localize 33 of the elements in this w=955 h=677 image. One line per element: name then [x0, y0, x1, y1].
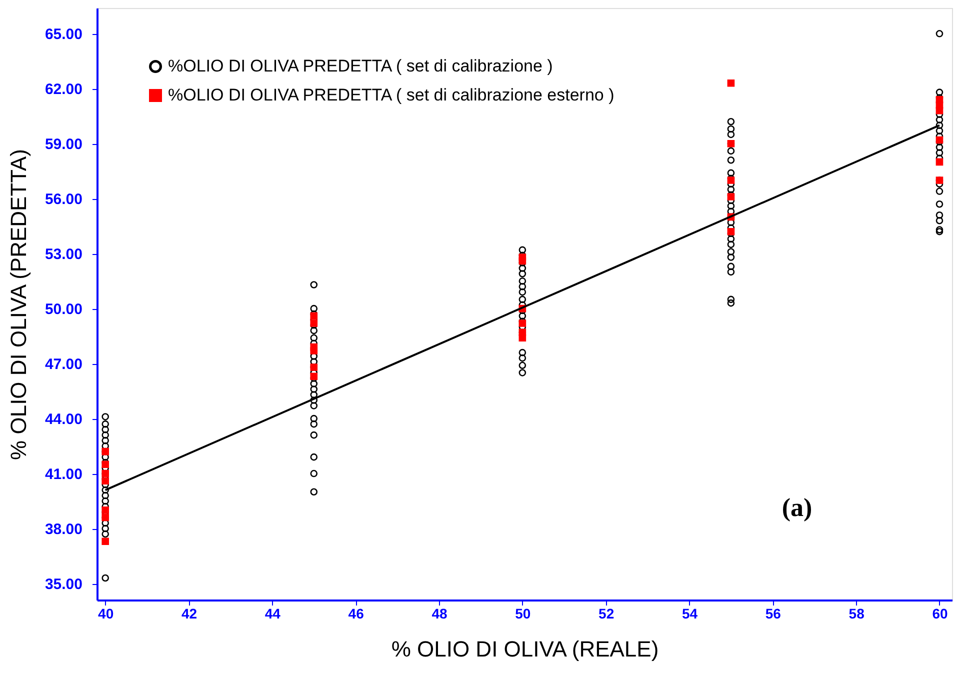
x-tick-label: 40	[98, 606, 114, 622]
y-tick-label: 53.00	[44, 246, 82, 264]
y-tick-label: 50.00	[44, 301, 82, 318]
y-tick-label: 41.00	[44, 466, 82, 484]
x-tick-label: 54	[682, 606, 698, 622]
legend-label: %OLIO DI OLIVA PREDETTA ( set di calibrazione )	[168, 56, 553, 76]
y-tick-label: 35.00	[44, 576, 82, 594]
point	[727, 79, 735, 87]
y-tick-label: 62.00	[44, 81, 82, 98]
x-tick-label: 48	[432, 606, 448, 622]
y-tick-label: 44.00	[44, 411, 82, 428]
point	[518, 334, 526, 342]
x-tick-label: 44	[264, 606, 281, 622]
x-tick-label: 46	[348, 606, 364, 622]
x-axis-title: % OLIO DI OLIVA (REALE)	[391, 636, 659, 662]
point	[102, 538, 109, 545]
y-tick-label: 65.00	[44, 26, 82, 44]
x-tick-label: 58	[848, 606, 865, 622]
x-tick-label: 42	[181, 606, 198, 622]
x-tick-label: 50	[515, 606, 531, 622]
x-tick-label: 60	[932, 606, 948, 622]
legend-label: %OLIO DI OLIVA PREDETTA ( set di calibrazione esterno )	[168, 86, 614, 104]
y-axis-title: % OLIO DI OLIVA (PREDETTA)	[6, 149, 31, 460]
x-tick-label: 56	[765, 606, 782, 622]
x-tick-label: 52	[598, 606, 614, 622]
point	[310, 347, 318, 354]
y-tick-label: 59.00	[44, 136, 82, 154]
annotation: (a)	[782, 493, 812, 522]
point	[936, 158, 944, 166]
point	[936, 106, 944, 114]
y-tick-label: 47.00	[44, 356, 82, 374]
y-tick-label: 38.00	[44, 521, 82, 538]
y-tick-label: 56.00	[44, 191, 82, 208]
